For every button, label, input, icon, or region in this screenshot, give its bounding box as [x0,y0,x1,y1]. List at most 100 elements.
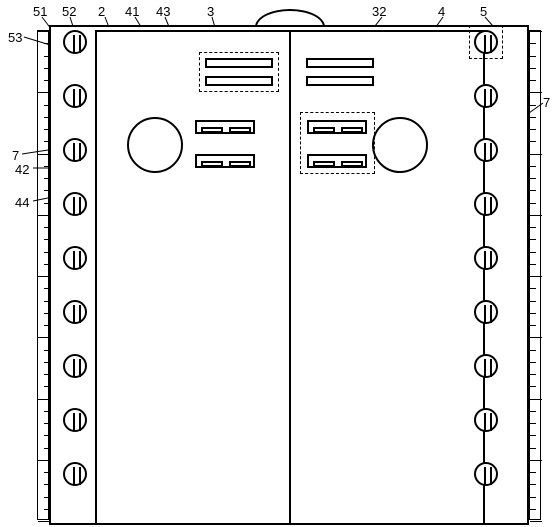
ruler-tick [44,325,50,326]
label-41: 41 [125,4,139,19]
ruler-tick [44,252,50,253]
ruler-tick [44,68,50,69]
ruler-tick [44,374,50,375]
ruler-tick [44,411,50,412]
slot-rect [306,76,374,86]
ruler-tick [530,56,536,57]
hole-circle [63,192,87,216]
ruler-tick [44,80,50,81]
hole-circle [474,354,498,378]
ruler-tick [44,105,50,106]
ruler-tick [530,43,536,44]
hole-circle [63,84,87,108]
ruler-tick [44,288,50,289]
ruler-tick [44,423,50,424]
ruler-tick [530,472,536,473]
ruler-tick [530,350,536,351]
big-circle-left [127,117,183,173]
label-7l: 7 [12,148,19,163]
label-43: 43 [156,4,170,19]
ruler-tick [44,350,50,351]
ruler-tick [530,239,536,240]
ruler-tick [44,435,50,436]
label-51: 51 [33,4,47,19]
ruler-tick [530,141,536,142]
ruler-tick [530,497,536,498]
ruler-tick [530,460,542,461]
ruler-tick [44,509,50,510]
ruler-tick [530,325,536,326]
ruler-tick [38,399,50,400]
ruler-tick [44,56,50,57]
label-4: 4 [438,4,445,19]
hole-circle [63,30,87,54]
ruler-tick [44,472,50,473]
ruler-tick [530,68,536,69]
ruler-tick [530,288,536,289]
ruler-tick [44,484,50,485]
hole-circle [63,246,87,270]
big-circle-right [372,117,428,173]
ruler-tick [530,448,536,449]
diagram-root: 5152532414333245774244 [0,0,557,527]
label-42: 42 [15,162,29,177]
ruler-tick [44,166,50,167]
ruler-tick [38,276,50,277]
hole-circle [474,462,498,486]
hole-circle [474,84,498,108]
ruler-tick [530,252,536,253]
ruler-tick [38,31,50,32]
ruler-tick [44,141,50,142]
ruler-tick [44,362,50,363]
ruler-tick [530,264,536,265]
slot-rect [205,58,273,68]
label-32: 32 [372,4,386,19]
center-divider [289,30,291,525]
ruler-tick [530,190,536,191]
ruler-tick [530,117,536,118]
ruler-tick [44,227,50,228]
ruler-tick [530,129,536,130]
ruler-tick [38,215,50,216]
ruler-tick [530,399,542,400]
ruler-tick [44,129,50,130]
ruler-tick [530,411,536,412]
ruler-tick [38,521,50,522]
hole-circle [63,138,87,162]
slot-rect [195,120,255,134]
ruler-tick [44,301,50,302]
ruler-tick [44,448,50,449]
ruler-tick [530,484,536,485]
hole-circle [63,408,87,432]
label-53: 53 [8,30,22,45]
ruler-tick [38,460,50,461]
hole-circle [474,138,498,162]
slot-rect [307,120,367,134]
ruler-tick [530,227,536,228]
ruler-tick [530,276,542,277]
hole-circle [63,462,87,486]
ruler-tick [530,105,536,106]
label-5: 5 [480,4,487,19]
ruler-tick [44,203,50,204]
hole-circle [474,408,498,432]
slot-rect [205,76,273,86]
ruler-tick [530,362,536,363]
ruler-tick [44,386,50,387]
ruler-tick [530,31,542,32]
ruler-tick [44,43,50,44]
ruler-tick [530,423,536,424]
ruler-tick [44,178,50,179]
ruler-tick [530,374,536,375]
ruler-left [37,30,49,520]
label-3: 3 [207,4,214,19]
ruler-tick [38,337,50,338]
ruler-tick [530,435,536,436]
dashed-box-5 [469,25,503,59]
ruler-tick [38,92,50,93]
ruler-tick [530,386,536,387]
label-7r: 7 [543,95,550,110]
slot-rect [307,154,367,168]
hole-circle [474,246,498,270]
ruler-tick [530,166,536,167]
